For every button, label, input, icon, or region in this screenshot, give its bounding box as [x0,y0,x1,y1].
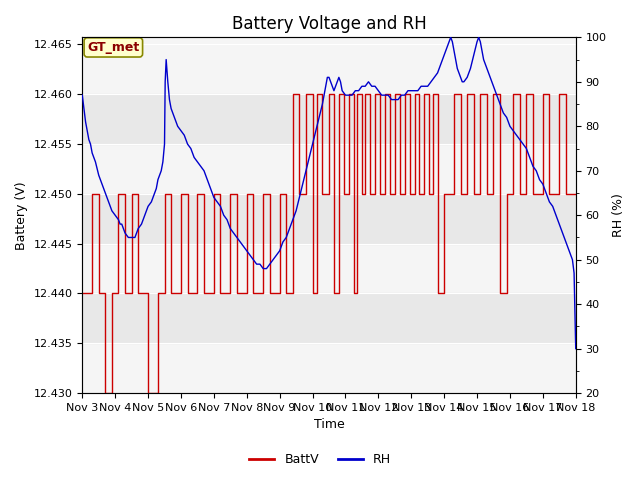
Bar [83,293,576,343]
X-axis label: Time: Time [314,419,344,432]
Bar [83,94,576,144]
Y-axis label: Battery (V): Battery (V) [15,181,28,250]
Bar [83,194,576,244]
Legend: BattV, RH: BattV, RH [244,448,396,471]
Text: GT_met: GT_met [87,41,140,54]
Y-axis label: RH (%): RH (%) [612,193,625,237]
Title: Battery Voltage and RH: Battery Voltage and RH [232,15,426,33]
